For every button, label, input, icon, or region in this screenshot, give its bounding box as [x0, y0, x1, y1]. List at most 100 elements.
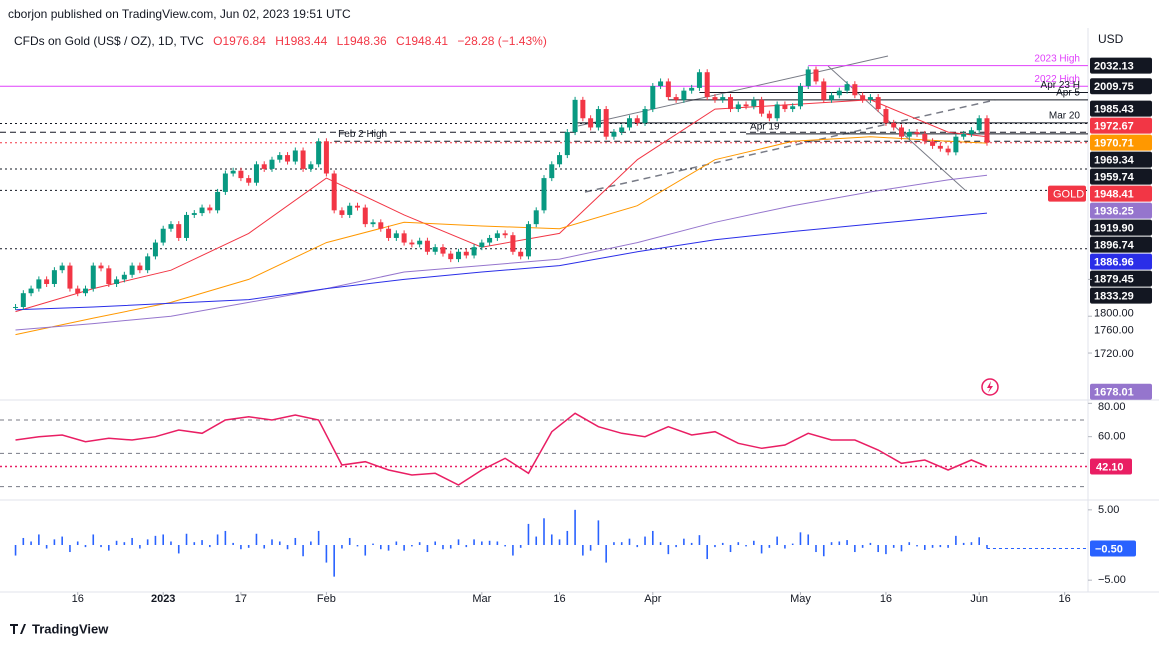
moving-average	[15, 136, 988, 336]
candle-body	[813, 69, 819, 82]
histogram-bar	[348, 537, 351, 545]
histogram-bar	[395, 541, 398, 545]
candle-body	[665, 81, 671, 98]
alert-icon	[981, 378, 999, 396]
histogram-bar	[791, 543, 794, 545]
candle-body	[774, 104, 780, 119]
candle-body	[953, 136, 959, 153]
histogram-bar	[356, 545, 359, 547]
histogram-bar	[597, 520, 600, 545]
candle-body	[494, 233, 500, 238]
candle-body	[59, 265, 65, 271]
candle-body	[36, 279, 42, 289]
rsi-last-label: 42.10	[1096, 461, 1124, 473]
candle-body	[883, 109, 889, 123]
histogram-bar	[628, 538, 631, 545]
trendline	[584, 99, 996, 193]
histogram-bar	[100, 545, 102, 548]
candle-body	[906, 132, 912, 137]
candle-body	[316, 141, 322, 165]
histogram-bar	[146, 539, 149, 545]
histogram-bar	[714, 545, 716, 548]
candle-body	[323, 141, 329, 174]
histogram-bar	[916, 545, 918, 547]
histogram-bar	[240, 545, 242, 550]
histogram-bar	[209, 545, 211, 548]
candle-body	[642, 109, 648, 123]
candle-body	[479, 242, 485, 248]
candle-body	[572, 99, 578, 133]
histogram-bar	[768, 545, 771, 548]
price-label: 1948.41	[1094, 189, 1134, 201]
candle-body	[67, 265, 73, 289]
histogram-bar	[123, 542, 126, 545]
histogram-bar	[30, 541, 32, 545]
candle-body	[137, 265, 143, 271]
histogram-bar	[822, 545, 825, 557]
candle-body	[681, 90, 687, 100]
candle-body	[658, 81, 664, 87]
price-label-box	[1090, 78, 1152, 95]
histogram-bar	[108, 545, 110, 551]
histogram-bar	[644, 536, 646, 545]
high: H1983.44	[275, 34, 327, 48]
candle-body	[564, 132, 570, 156]
candle-body	[634, 118, 640, 123]
candle-body	[914, 132, 920, 134]
histogram-bar	[177, 545, 180, 554]
histogram-bar	[978, 537, 980, 545]
candle-body	[797, 86, 803, 107]
candle-body	[704, 72, 710, 98]
candle-body	[417, 240, 423, 245]
candle-body	[844, 84, 850, 91]
y-tick-label: 60.00	[1098, 431, 1126, 443]
candle-body	[968, 130, 974, 134]
footer: TradingView	[32, 621, 109, 636]
histogram-bar	[364, 545, 367, 556]
candle-body	[533, 210, 539, 225]
candle-body	[487, 237, 493, 243]
histogram-bar	[317, 530, 320, 545]
currency: USD	[1098, 32, 1124, 46]
histogram-bar	[403, 545, 405, 551]
candle-body	[945, 148, 951, 153]
candle-body	[44, 279, 50, 284]
candle-body	[471, 247, 477, 256]
histogram-bar	[139, 545, 141, 549]
price-label-box	[1090, 270, 1152, 287]
histogram-bar	[333, 545, 335, 577]
candle-body	[160, 228, 166, 243]
histogram-bar	[760, 545, 763, 554]
candle-body	[98, 265, 104, 269]
candle-body	[743, 104, 749, 107]
y-tick-label: −5.00	[1098, 574, 1126, 586]
candle-body	[339, 210, 345, 215]
candle-body	[75, 288, 81, 294]
histogram-bar	[900, 545, 903, 552]
candle-body	[696, 72, 702, 88]
price-label: 1959.74	[1094, 172, 1135, 184]
histogram-bar	[683, 538, 685, 545]
candle-body	[106, 268, 112, 284]
price-label-box	[1090, 168, 1152, 185]
candle-body	[393, 233, 399, 238]
histogram-bar	[302, 545, 304, 557]
candle-body	[821, 81, 827, 100]
candle-body	[766, 113, 772, 119]
histogram-bar	[193, 542, 196, 545]
candle-body	[277, 155, 283, 160]
histogram-bar	[418, 542, 421, 545]
change: −28.28 (−1.43%)	[457, 34, 546, 48]
candle-body	[782, 104, 788, 110]
candle-body	[502, 233, 508, 236]
candle-body	[129, 265, 135, 275]
candle-body	[937, 145, 943, 149]
histogram-bar	[84, 545, 87, 548]
histogram-bar	[69, 545, 71, 553]
trendline	[577, 55, 889, 127]
histogram-bar	[729, 545, 732, 553]
candle-body	[510, 235, 516, 252]
histogram-bar	[201, 540, 203, 545]
level-label: Mar 20	[1049, 111, 1081, 122]
